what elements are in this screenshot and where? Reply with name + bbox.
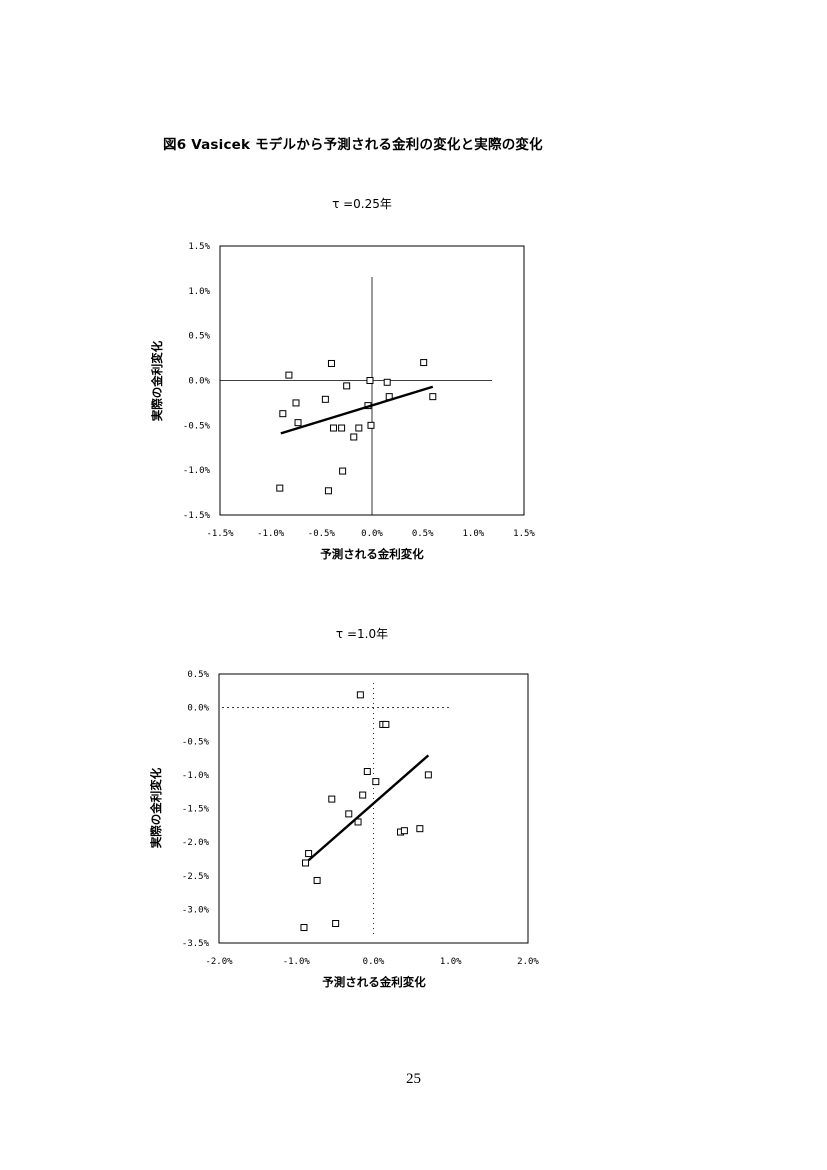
data-point: [429, 393, 437, 401]
data-point: [338, 424, 346, 432]
y-axis-label: 実際の金利変化: [150, 340, 164, 421]
data-point: [329, 424, 337, 432]
x-tick-label: 2.0%: [517, 957, 539, 967]
x-tick-label: 1.5%: [513, 529, 535, 539]
data-point: [366, 377, 374, 384]
data-point: [356, 691, 364, 699]
data-point: [345, 810, 353, 818]
data-point: [350, 433, 358, 441]
y-tick-label: -2.0%: [182, 838, 210, 848]
data-point: [354, 818, 362, 826]
chart-1-title: τ =0.25年: [332, 197, 392, 211]
data-point: [285, 371, 293, 379]
data-point: [302, 859, 310, 867]
chart-2-title: τ =1.0年: [335, 627, 389, 641]
data-point: [343, 382, 351, 390]
y-tick-label: -1.5%: [183, 511, 211, 521]
data-point: [355, 424, 363, 432]
scatter-chart-2: 0.5% 0.0% -0.5% -1.0% -1.5% -2.0% -2.5% -3.0% -3…: [149, 670, 539, 989]
data-point: [305, 850, 313, 858]
y-tick-label: 0.5%: [187, 670, 209, 680]
y-tick-label: -1.5%: [182, 805, 210, 815]
x-axis-label: 予測される金利変化: [320, 547, 424, 561]
data-point: [279, 410, 287, 418]
x-tick-label: -1.0%: [257, 529, 285, 539]
y-tick-label: -0.5%: [182, 737, 210, 747]
x-tick-label: -1.5%: [206, 529, 234, 539]
data-point: [327, 359, 335, 367]
data-point: [313, 876, 321, 884]
y-tick-label: -3.0%: [182, 905, 210, 915]
y-tick-label: 1.5%: [188, 242, 210, 252]
data-point: [359, 791, 367, 799]
figure-title: 図6 Vasicek モデルから予測される金利の変化と実際の変化: [163, 137, 543, 153]
page-number: 25: [406, 1071, 421, 1087]
trend-line: [307, 754, 430, 862]
data-point: [332, 919, 340, 927]
data-point: [292, 399, 300, 407]
data-point: [363, 768, 371, 776]
data-point: [367, 421, 375, 429]
y-tick-label: -0.5%: [183, 421, 211, 431]
trend-line: [280, 385, 434, 435]
y-tick-label: 0.0%: [188, 377, 210, 387]
data-point: [324, 487, 332, 495]
x-tick-label: -0.5%: [308, 529, 336, 539]
data-point: [420, 359, 428, 367]
x-tick-label: 1.0%: [440, 957, 462, 967]
data-point: [300, 924, 308, 932]
x-tick-label: 0.5%: [412, 529, 434, 539]
scatter-chart-1: 1.5% 1.0% 0.5% 0.0% -0.5% -1.0% -1.5% -1.5% -1.0…: [150, 242, 535, 561]
y-tick-label: 0.5%: [188, 332, 210, 342]
x-axis-label: 予測される金利変化: [322, 975, 426, 989]
y-tick-label: -1.0%: [183, 466, 211, 476]
y-tick-label: 1.0%: [188, 287, 210, 297]
data-point: [372, 778, 380, 786]
x-tick-label: 0.0%: [363, 957, 385, 967]
y-tick-label: -3.5%: [182, 939, 210, 949]
data-point: [294, 419, 302, 427]
data-point: [339, 467, 347, 475]
x-tick-label: -1.0%: [283, 957, 311, 967]
data-point: [400, 827, 408, 835]
data-point: [328, 795, 336, 803]
data-point: [424, 771, 432, 779]
data-point: [416, 825, 424, 833]
data-point: [321, 395, 329, 403]
y-tick-label: -2.5%: [182, 872, 210, 882]
data-point: [276, 484, 284, 492]
x-tick-label: -2.0%: [205, 957, 233, 967]
y-tick-label: 0.0%: [187, 704, 209, 714]
x-tick-label: 0.0%: [361, 529, 383, 539]
y-tick-label: -1.0%: [182, 771, 210, 781]
data-point: [382, 720, 390, 728]
plot-area: [218, 673, 529, 944]
data-point: [383, 378, 391, 386]
x-tick-label: 1.0%: [462, 529, 484, 539]
y-axis-label: 実際の金利変化: [149, 767, 163, 848]
